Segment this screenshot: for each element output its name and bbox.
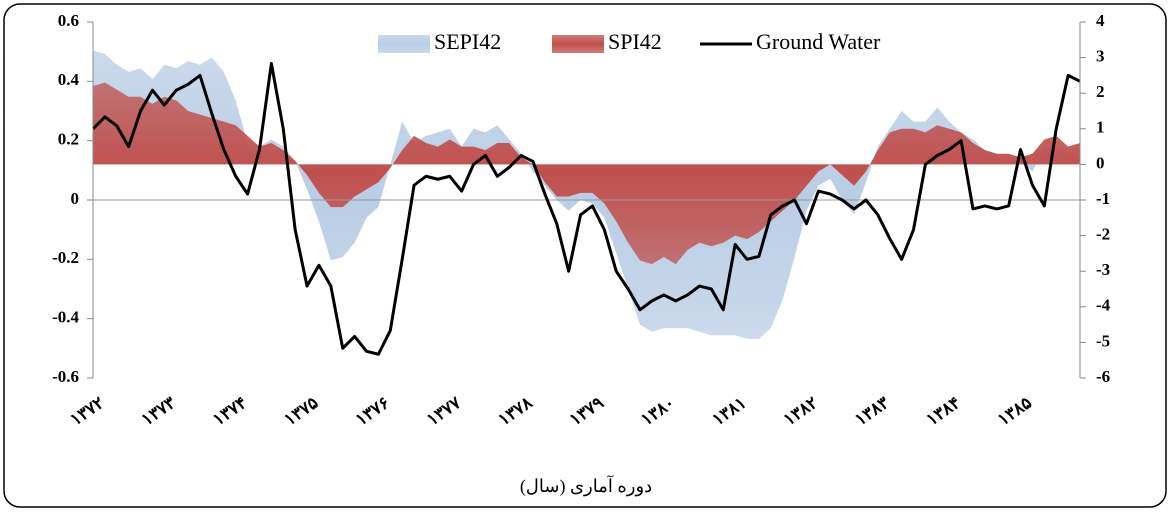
line [91,62,1081,356]
y2-tick-label: -4 [1096,296,1111,315]
y-tick-label: -0.2 [52,248,79,267]
y-tick-label: 0.4 [58,70,80,89]
y-tick-label: 0 [71,189,80,208]
y2-tick-label: -6 [1096,367,1110,386]
y2-tick-label: 4 [1096,11,1105,30]
legend-swatch [378,35,430,53]
legend-swatch [552,35,604,53]
y2-tick-label: 0 [1096,153,1105,172]
legend-label: Ground Water [756,29,881,54]
y2-tick-label: -3 [1096,260,1110,279]
y-tick-label: 0.2 [58,130,79,149]
y2-tick-label: -2 [1096,225,1110,244]
area [93,50,1080,339]
y2-tick-label: 2 [1096,82,1105,101]
area [93,82,1080,265]
y2-tick-label: 3 [1096,47,1105,66]
y2-tick-label: 1 [1096,118,1105,137]
legend-label: SEPI42 [434,29,501,54]
legend-label: SPI42 [608,29,662,54]
y-tick-label: -0.4 [52,308,79,327]
frame [3,3,1167,508]
y2-tick-label: -5 [1096,331,1110,350]
x-axis-label: دوره آماری (سال) [520,475,652,497]
y-tick-label: -0.6 [52,367,79,386]
y-tick-label: 0.6 [58,11,79,30]
y2-tick-label: -1 [1096,189,1110,208]
